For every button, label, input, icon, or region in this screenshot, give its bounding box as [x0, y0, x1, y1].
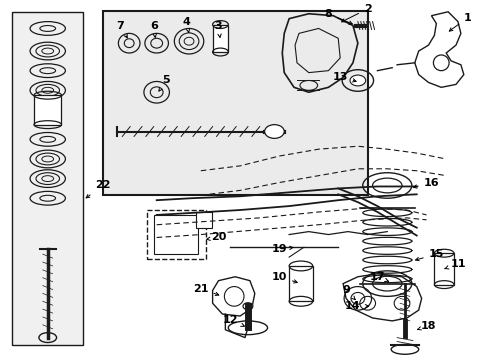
- Text: 20: 20: [206, 233, 226, 243]
- Bar: [288, 266, 312, 301]
- Text: 7: 7: [116, 21, 127, 38]
- Bar: [433, 253, 453, 285]
- Text: 8: 8: [324, 9, 352, 24]
- Text: 14: 14: [345, 301, 368, 311]
- Text: 15: 15: [415, 249, 443, 261]
- Bar: [196, 212, 211, 228]
- Text: 2: 2: [341, 4, 371, 22]
- Text: 3: 3: [214, 21, 222, 37]
- Text: 11: 11: [444, 259, 465, 269]
- Polygon shape: [294, 28, 340, 73]
- Text: 9: 9: [342, 285, 354, 300]
- Bar: [153, 215, 198, 254]
- Ellipse shape: [228, 321, 267, 335]
- Ellipse shape: [350, 292, 364, 304]
- Text: 21: 21: [193, 284, 218, 296]
- Text: 17: 17: [369, 272, 387, 282]
- Text: 10: 10: [271, 272, 297, 283]
- Bar: [102, 11, 367, 195]
- Text: 19: 19: [271, 244, 292, 254]
- Text: 6: 6: [149, 21, 157, 37]
- Bar: [212, 24, 228, 52]
- Text: 4: 4: [182, 17, 190, 32]
- Text: 5: 5: [159, 76, 170, 91]
- Ellipse shape: [264, 125, 284, 138]
- Text: 16: 16: [413, 177, 438, 188]
- Ellipse shape: [349, 75, 365, 86]
- Bar: [12, 12, 83, 346]
- Ellipse shape: [243, 303, 252, 310]
- Text: 22: 22: [86, 180, 110, 198]
- Text: 12: 12: [222, 315, 244, 327]
- Text: 1: 1: [448, 13, 470, 31]
- Bar: [146, 210, 205, 259]
- Text: 13: 13: [332, 72, 355, 82]
- Text: 18: 18: [417, 321, 435, 331]
- Bar: [34, 95, 61, 125]
